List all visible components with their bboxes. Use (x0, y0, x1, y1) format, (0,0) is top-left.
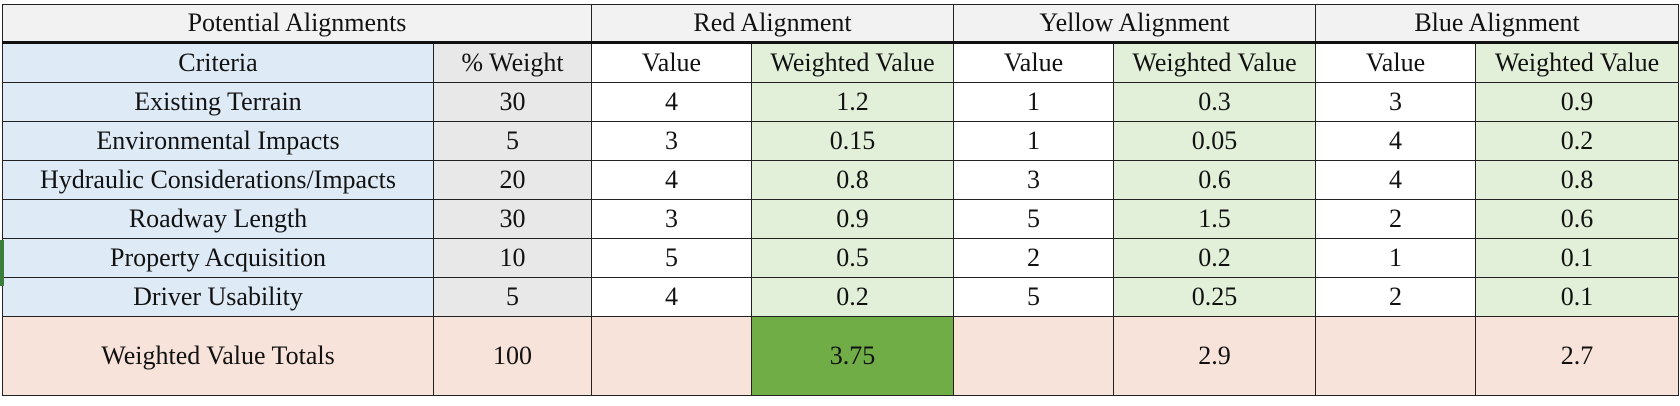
cell-criteria[interactable]: Environmental Impacts (2, 121, 434, 161)
cell-yellow-weighted[interactable]: 0.6 (1113, 160, 1317, 200)
cell-blue-value[interactable]: 3 (1315, 82, 1477, 122)
cell-totals-blue-value[interactable] (1315, 316, 1477, 396)
column-header-row: Criteria % Weight Value Weighted Value V… (2, 42, 1680, 83)
cell-yellow-value[interactable]: 1 (953, 121, 1115, 161)
cell-totals-label[interactable]: Weighted Value Totals (2, 316, 434, 396)
selection-edge-indicator (0, 240, 4, 286)
cell-red-weighted[interactable]: 1.2 (750, 82, 955, 122)
cell-weight[interactable]: 5 (433, 277, 592, 317)
table-row: Roadway Length 30 3 0.9 5 1.5 2 0.6 (2, 199, 1680, 239)
cell-criteria[interactable]: Property Acquisition (2, 238, 434, 278)
totals-row: Weighted Value Totals 100 3.75 2.9 2.7 (2, 316, 1680, 396)
cell-yellow-value[interactable]: 2 (953, 238, 1115, 278)
cell-yellow-weighted[interactable]: 0.25 (1113, 277, 1317, 317)
cell-blue-value[interactable]: 2 (1315, 199, 1477, 239)
cell-criteria[interactable]: Roadway Length (2, 199, 434, 239)
table-row: Driver Usability 5 4 0.2 5 0.25 2 0.1 (2, 277, 1680, 317)
cell-red-weighted[interactable]: 0.2 (750, 277, 955, 317)
cell-red-value[interactable]: 4 (591, 277, 752, 317)
header-criteria[interactable]: Criteria (2, 42, 434, 83)
cell-blue-value[interactable]: 1 (1315, 238, 1477, 278)
cell-totals-red-weighted[interactable]: 3.75 (750, 316, 955, 396)
cell-blue-weighted[interactable]: 0.6 (1475, 199, 1680, 239)
cell-red-value[interactable]: 4 (591, 82, 752, 122)
header-blue-value[interactable]: Value (1315, 42, 1477, 83)
cell-yellow-weighted[interactable]: 1.5 (1113, 199, 1317, 239)
cell-totals-yellow-value[interactable] (953, 316, 1115, 396)
cell-blue-value[interactable]: 2 (1315, 277, 1477, 317)
cell-red-value[interactable]: 5 (591, 238, 752, 278)
cell-red-value[interactable]: 4 (591, 160, 752, 200)
cell-criteria[interactable]: Existing Terrain (2, 82, 434, 122)
header-yellow-weighted[interactable]: Weighted Value (1113, 42, 1317, 83)
cell-yellow-weighted[interactable]: 0.2 (1113, 238, 1317, 278)
cell-red-weighted[interactable]: 0.9 (750, 199, 955, 239)
header-yellow-alignment[interactable]: Yellow Alignment (953, 4, 1317, 44)
cell-totals-red-value[interactable] (591, 316, 752, 396)
cell-blue-weighted[interactable]: 0.2 (1475, 121, 1680, 161)
cell-totals-blue-weighted[interactable]: 2.7 (1475, 316, 1680, 396)
table-row: Hydraulic Considerations/Impacts 20 4 0.… (2, 160, 1680, 200)
cell-weight[interactable]: 30 (433, 199, 592, 239)
alignment-scoring-table: Potential Alignments Red Alignment Yello… (2, 4, 1680, 396)
header-red-weighted[interactable]: Weighted Value (750, 42, 955, 83)
cell-criteria[interactable]: Hydraulic Considerations/Impacts (2, 160, 434, 200)
cell-blue-weighted[interactable]: 0.1 (1475, 277, 1680, 317)
cell-red-weighted[interactable]: 0.5 (750, 238, 955, 278)
cell-blue-weighted[interactable]: 0.8 (1475, 160, 1680, 200)
cell-blue-weighted[interactable]: 0.9 (1475, 82, 1680, 122)
cell-totals-yellow-weighted[interactable]: 2.9 (1113, 316, 1317, 396)
cell-blue-value[interactable]: 4 (1315, 121, 1477, 161)
header-blue-alignment[interactable]: Blue Alignment (1315, 4, 1680, 44)
header-weight[interactable]: % Weight (433, 42, 592, 83)
cell-yellow-weighted[interactable]: 0.05 (1113, 121, 1317, 161)
cell-red-weighted[interactable]: 0.8 (750, 160, 955, 200)
header-red-alignment[interactable]: Red Alignment (590, 4, 955, 44)
cell-blue-weighted[interactable]: 0.1 (1475, 238, 1680, 278)
cell-yellow-value[interactable]: 3 (953, 160, 1115, 200)
header-blue-weighted[interactable]: Weighted Value (1475, 42, 1680, 83)
header-potential-alignments[interactable]: Potential Alignments (2, 4, 592, 44)
header-yellow-value[interactable]: Value (953, 42, 1115, 83)
cell-yellow-value[interactable]: 5 (953, 199, 1115, 239)
table-row: Environmental Impacts 5 3 0.15 1 0.05 4 … (2, 121, 1680, 161)
table-row: Property Acquisition 10 5 0.5 2 0.2 1 0.… (2, 238, 1680, 278)
cell-yellow-value[interactable]: 5 (953, 277, 1115, 317)
cell-blue-value[interactable]: 4 (1315, 160, 1477, 200)
cell-weight[interactable]: 30 (433, 82, 592, 122)
cell-weight[interactable]: 20 (433, 160, 592, 200)
cell-red-weighted[interactable]: 0.15 (750, 121, 955, 161)
cell-weight[interactable]: 5 (433, 121, 592, 161)
group-header-row: Potential Alignments Red Alignment Yello… (2, 4, 1680, 44)
cell-red-value[interactable]: 3 (591, 199, 752, 239)
cell-criteria[interactable]: Driver Usability (2, 277, 434, 317)
spreadsheet: Potential Alignments Red Alignment Yello… (2, 4, 1680, 396)
cell-red-value[interactable]: 3 (591, 121, 752, 161)
header-red-value[interactable]: Value (591, 42, 752, 83)
cell-yellow-weighted[interactable]: 0.3 (1113, 82, 1317, 122)
cell-yellow-value[interactable]: 1 (953, 82, 1115, 122)
cell-totals-weight[interactable]: 100 (433, 316, 592, 396)
cell-weight[interactable]: 10 (433, 238, 592, 278)
table-row: Existing Terrain 30 4 1.2 1 0.3 3 0.9 (2, 82, 1680, 122)
